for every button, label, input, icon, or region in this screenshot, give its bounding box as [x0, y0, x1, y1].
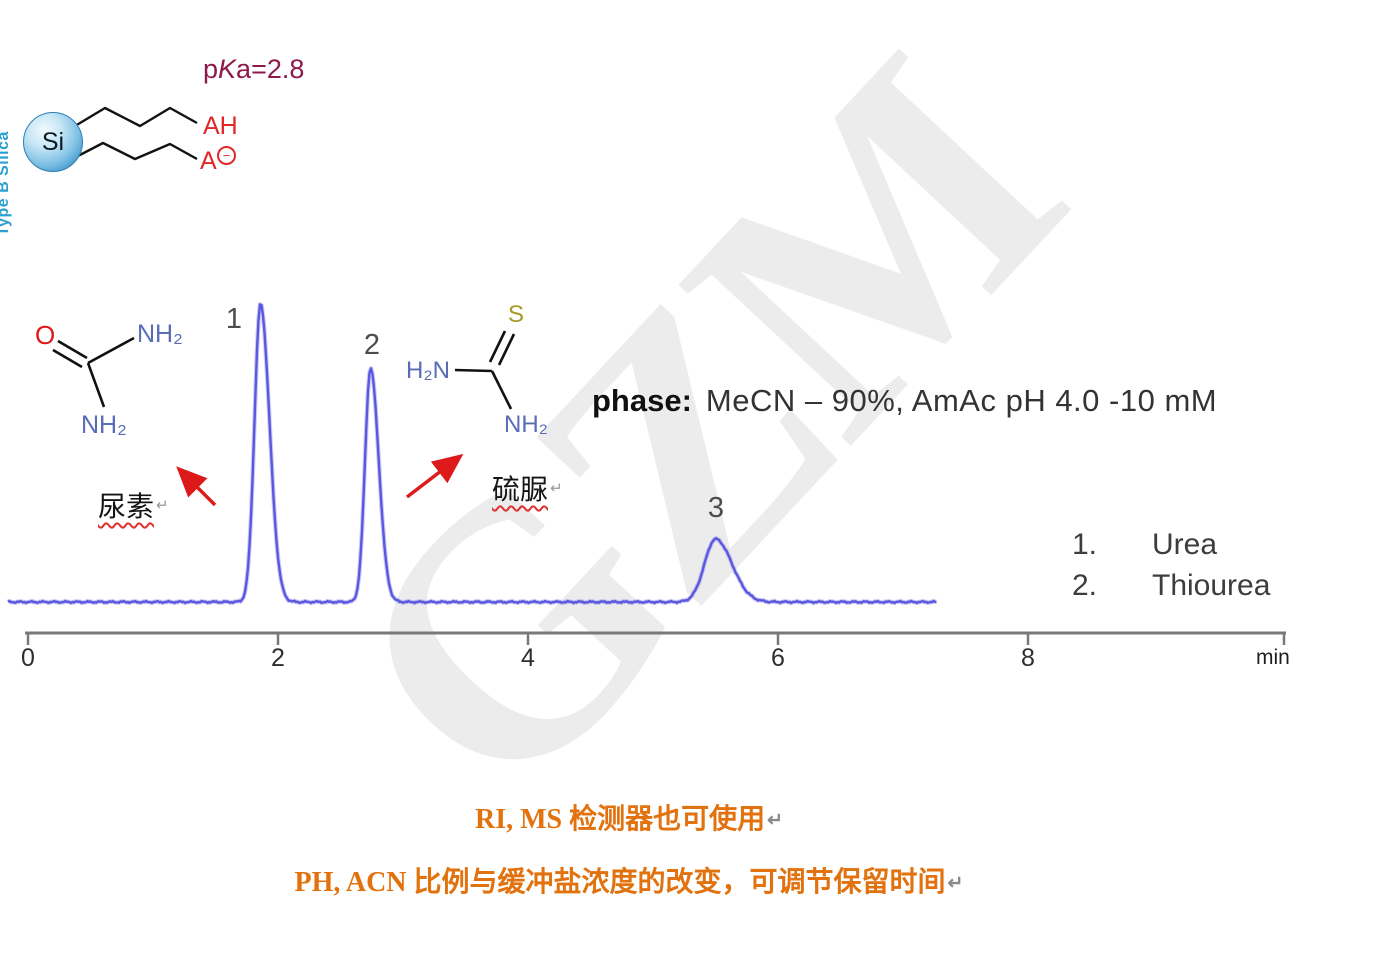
- circled-minus-icon: −: [217, 146, 236, 165]
- footer-note-retention: PH, ACN 比例与缓冲盐浓度的改变，可调节保留时间 ↵: [294, 867, 964, 898]
- hidden-return-mark: ↵: [550, 480, 563, 497]
- hidden-return-mark: ↵: [947, 873, 964, 894]
- thiourea-bonds: [454, 330, 516, 410]
- urea-nh2-bottom-label: NH₂: [81, 411, 127, 439]
- hidden-return-mark: ↵: [767, 810, 784, 831]
- thiourea-sulfur-label: S: [508, 301, 525, 328]
- si-atom-label: Si: [41, 127, 65, 156]
- peak-3-label: 3: [707, 492, 725, 524]
- legend-number: 2.: [1072, 569, 1098, 602]
- urea-oxygen-label: O: [35, 320, 56, 350]
- urea-nh2-top-label: NH₂: [137, 320, 183, 348]
- peak-2-label: 2: [363, 329, 381, 361]
- thiourea-arrow: [405, 453, 464, 499]
- chromatogram-trace: [7, 303, 937, 605]
- chromatogram-trace-glow: [6, 302, 938, 606]
- x-tick-label: 0: [21, 644, 35, 672]
- silane-chains: [74, 106, 198, 161]
- x-tick-label: 8: [1021, 644, 1035, 672]
- phase-value: MeCN – 90%, AmAc pH 4.0 -10 mM: [705, 383, 1218, 418]
- x-tick-label: 2: [271, 644, 285, 672]
- time-axis: [25, 631, 1286, 645]
- urea-bonds: [52, 336, 135, 408]
- footer-note-detectors: RI, MS 检测器也可使用 ↵: [474, 804, 784, 835]
- silica-type-vertical-label: Type B Silica: [0, 131, 12, 236]
- legend-name: Urea: [1152, 528, 1218, 561]
- silica-particle: Si: [23, 112, 83, 172]
- x-tick-label: 4: [521, 644, 535, 672]
- legend-row-urea: 1. Urea: [1072, 528, 1270, 569]
- peak-1-label: 1: [225, 303, 243, 335]
- peak-legend: 1. Urea 2. Thiourea: [1072, 528, 1270, 610]
- hidden-return-mark: ↵: [156, 497, 169, 514]
- thiourea-h2n-label: H₂N: [406, 357, 450, 384]
- anion-a-label: A: [200, 147, 217, 175]
- acid-ah-label: AH: [203, 112, 238, 140]
- x-axis-unit-label: min: [1256, 646, 1290, 669]
- legend-number: 1.: [1072, 528, 1098, 561]
- urea-arrow: [176, 466, 217, 507]
- urea-chinese-label: 尿素 ↵: [98, 492, 169, 523]
- phase-label: phase:: [592, 383, 692, 418]
- thiourea-chinese-label: 硫脲 ↵: [492, 475, 563, 506]
- mobile-phase-line: phase: MeCN – 90%, AmAc pH 4.0 -10 mM: [592, 383, 1217, 419]
- thiourea-nh2-label: NH₂: [504, 411, 548, 438]
- pka-label: pKa=2.8: [203, 54, 305, 84]
- legend-row-thiourea: 2. Thiourea: [1072, 569, 1270, 610]
- x-tick-label: 6: [771, 644, 785, 672]
- legend-name: Thiourea: [1152, 569, 1271, 602]
